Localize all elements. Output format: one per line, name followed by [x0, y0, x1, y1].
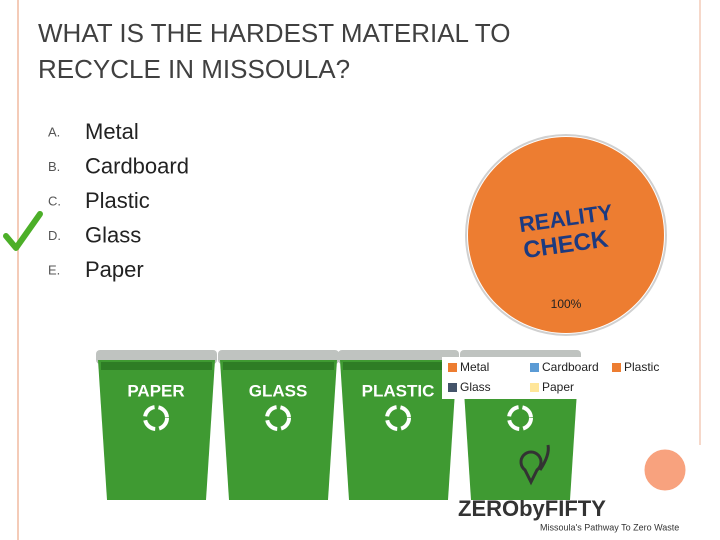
- recycle-icon: [507, 405, 533, 431]
- option-text: Cardboard: [85, 153, 189, 178]
- legend-swatch: [530, 383, 539, 392]
- bin: [98, 360, 215, 500]
- option-text: Plastic: [85, 188, 150, 213]
- option-text: Paper: [85, 257, 144, 282]
- legend-label: Paper: [542, 380, 574, 394]
- legend-label: Plastic: [624, 360, 659, 374]
- option-text: Glass: [85, 222, 141, 247]
- bin-band: [223, 362, 334, 370]
- pie-slice: [468, 137, 664, 333]
- legend-label: Cardboard: [542, 360, 599, 374]
- option-letter: C.: [48, 193, 61, 208]
- legend-swatch: [530, 363, 539, 372]
- option-letter: B.: [48, 159, 60, 174]
- logo-tagline: Missoula's Pathway To Zero Waste: [540, 522, 679, 532]
- legend-swatch: [448, 363, 457, 372]
- bin-label: PAPER: [127, 381, 184, 400]
- bin-label: GLASS: [249, 381, 308, 400]
- checkmark: [3, 211, 43, 251]
- title-line: RECYCLE IN MISSOULA?: [38, 54, 350, 84]
- recycle-icon: [385, 405, 411, 431]
- legend-swatch: [612, 363, 621, 372]
- bin-band: [343, 362, 454, 370]
- bin-band: [101, 362, 212, 370]
- legend-label: Glass: [460, 380, 491, 394]
- legend-swatch: [448, 383, 457, 392]
- bin-label: PLASTIC: [362, 381, 435, 400]
- recycle-icon: [143, 405, 169, 431]
- legend-label: Metal: [460, 360, 489, 374]
- title-line: WHAT IS THE HARDEST MATERIAL TO: [38, 18, 510, 48]
- pie-label: 100%: [551, 297, 582, 311]
- logo-name: ZERObyFIFTY: [458, 496, 606, 521]
- option-letter: A.: [48, 124, 60, 139]
- option-text: Metal: [85, 119, 139, 144]
- ornament: [641, 446, 689, 494]
- legend-box: [442, 357, 690, 399]
- option-letter: D.: [48, 228, 61, 243]
- logo-pin: [519, 444, 550, 486]
- bin: [220, 360, 337, 500]
- bin: [340, 360, 457, 500]
- recycle-icon: [265, 405, 291, 431]
- option-letter: E.: [48, 262, 60, 277]
